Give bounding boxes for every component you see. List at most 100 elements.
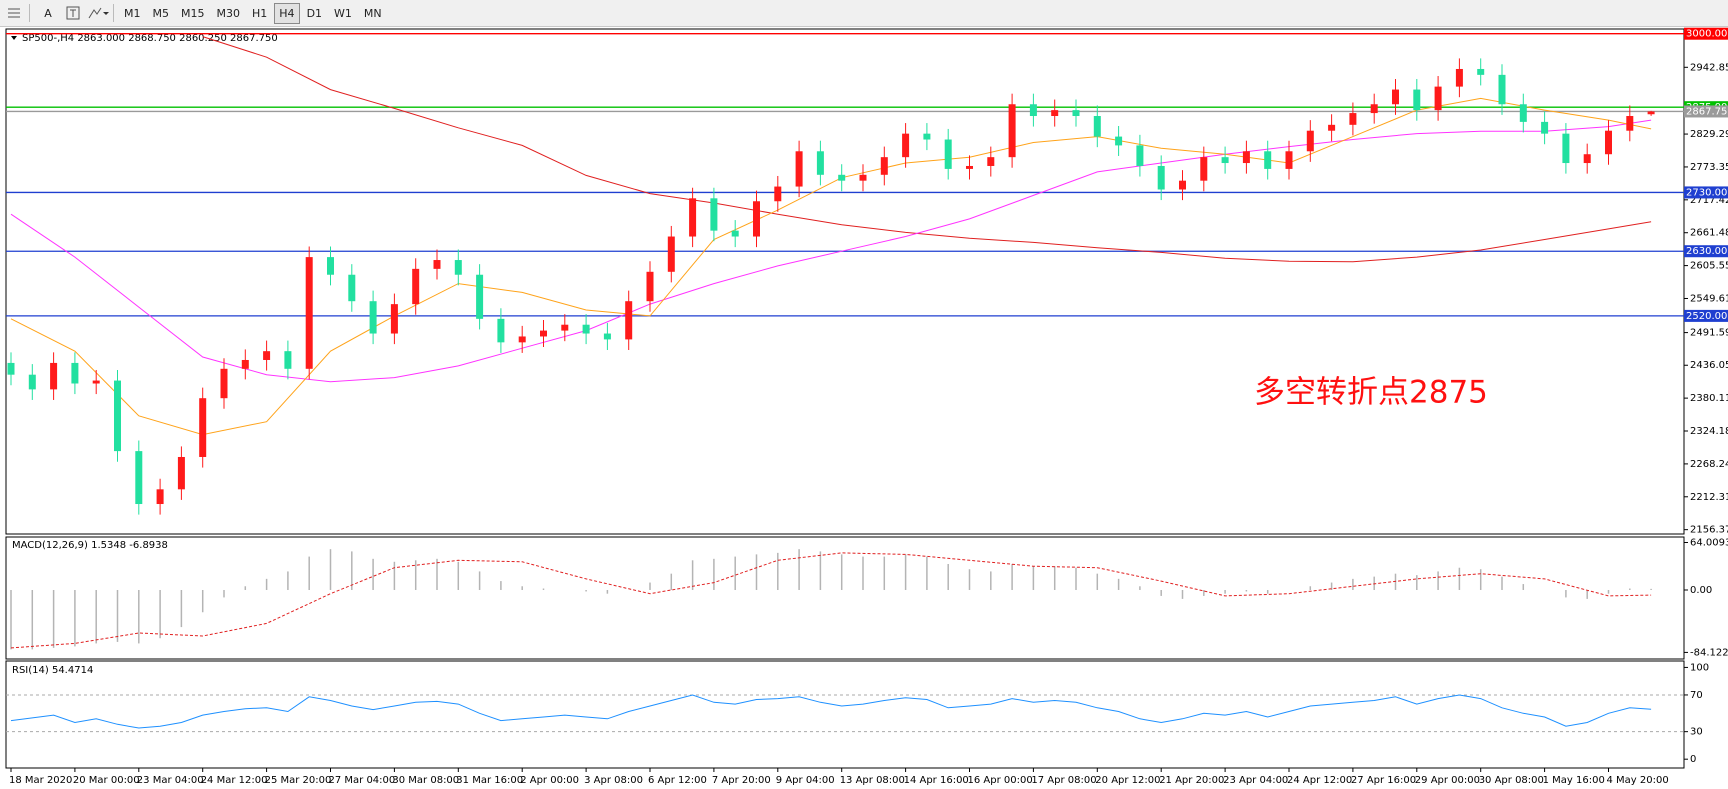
timeframe-button[interactable]: H1 xyxy=(252,6,268,20)
x-tick-label: 23 Mar 04:00 xyxy=(137,775,204,786)
candle-body xyxy=(1498,74,1506,105)
candle-body xyxy=(28,374,36,390)
x-tick-label: 13 Apr 08:00 xyxy=(840,775,905,786)
x-tick-label: 9 Apr 04:00 xyxy=(776,775,835,786)
candle-body xyxy=(390,304,398,334)
timeframe-button[interactable]: D1 xyxy=(306,6,323,20)
timeframes: M1 M5 M15 M30 H1 H4 D1 W1 MN xyxy=(118,2,388,24)
candle-body xyxy=(1221,157,1229,164)
candle-body xyxy=(220,368,228,399)
candle-body xyxy=(646,271,654,302)
candle-body xyxy=(1519,104,1527,122)
x-tick-label: 2 Apr 00:00 xyxy=(520,775,579,786)
x-tick-label: 16 Apr 00:00 xyxy=(968,775,1033,786)
x-tick-label: 4 May 20:00 xyxy=(1607,775,1669,786)
candle-body xyxy=(1392,89,1399,105)
candle-body xyxy=(987,157,995,166)
y-tick-label: 2324.180 xyxy=(1690,426,1728,437)
rsi-panel xyxy=(5,660,1685,769)
candle-body xyxy=(71,362,79,384)
candle-body xyxy=(603,333,611,340)
rsi-title: RSI(14) 54.4714 xyxy=(12,665,93,676)
y-tick-label: 2156.375 xyxy=(1690,525,1728,536)
candle-body xyxy=(114,380,121,452)
candle-body xyxy=(667,236,675,272)
candle-body xyxy=(1264,151,1272,169)
text-tool[interactable]: A xyxy=(44,6,52,20)
y-tick-label: 2549.615 xyxy=(1690,293,1728,304)
candle-body xyxy=(859,174,867,181)
candle-body xyxy=(156,489,164,505)
x-tick-label: 29 Apr 00:00 xyxy=(1415,775,1480,786)
candle-body xyxy=(1328,124,1336,131)
timeframe-button[interactable]: M30 xyxy=(216,6,241,20)
shapes-menu[interactable] xyxy=(87,3,109,23)
candle-body xyxy=(1242,151,1250,164)
level-label-bg xyxy=(1684,245,1728,258)
x-tick-label: 7 Apr 20:00 xyxy=(712,775,771,786)
toolbar: A M1 M5 M15 M30 H1 H4 D1 W1 MN xyxy=(0,0,1728,27)
label-tool[interactable] xyxy=(62,3,84,23)
timeframe-button[interactable]: M5 xyxy=(152,6,170,20)
candle-body xyxy=(135,451,143,505)
candle-body xyxy=(177,456,185,490)
candle-body xyxy=(1626,116,1634,131)
x-tick-label: 23 Apr 04:00 xyxy=(1223,775,1288,786)
x-tick-label: 24 Apr 12:00 xyxy=(1287,775,1352,786)
y-tick-label: 2829.290 xyxy=(1690,129,1728,140)
x-tick-label: 1 May 16:00 xyxy=(1543,775,1605,786)
candle-body xyxy=(1583,154,1591,164)
x-tick-label: 20 Mar 00:00 xyxy=(73,775,140,786)
level-label-bg xyxy=(1684,105,1728,118)
candle-body xyxy=(816,151,824,175)
collapse-arrow xyxy=(11,36,17,40)
level-label: 2867.750 xyxy=(1686,106,1728,117)
candle-body xyxy=(1455,68,1463,87)
candle-body xyxy=(518,336,526,343)
candle-body xyxy=(1157,165,1165,190)
main-panel xyxy=(5,28,1685,535)
candle-body xyxy=(966,165,973,169)
candle-body xyxy=(1647,111,1655,115)
candle-body xyxy=(263,351,271,360)
y-tick-label: 2380.115 xyxy=(1690,393,1728,404)
candle-body xyxy=(1306,130,1314,152)
x-tick-label: 31 Mar 16:00 xyxy=(456,775,523,786)
y-tick-label: 2212.310 xyxy=(1690,492,1728,503)
candle-body xyxy=(689,198,697,237)
level-label-bg xyxy=(1684,309,1728,322)
timeframe-button[interactable]: MN xyxy=(363,6,382,20)
rsi-line xyxy=(10,694,1652,729)
timeframe-button[interactable]: W1 xyxy=(334,6,352,20)
x-tick-label: 25 Mar 20:00 xyxy=(265,775,332,786)
crosshair-tool[interactable] xyxy=(3,3,25,23)
y-tick-label: 2436.050 xyxy=(1690,360,1728,371)
candle-body xyxy=(348,274,356,302)
candle-body xyxy=(795,151,803,187)
x-tick-label: 24 Mar 12:00 xyxy=(201,775,268,786)
candle-body xyxy=(710,198,718,231)
timeframe-button[interactable]: H4 xyxy=(274,2,300,24)
candle-body xyxy=(497,318,505,343)
annotation: 多空转折点2875 xyxy=(1254,375,1488,411)
candle-body xyxy=(838,174,846,181)
candle-body xyxy=(923,133,931,140)
candle-body xyxy=(944,139,952,169)
y-tick-label: -84.122 xyxy=(1690,647,1728,658)
x-tick-label: 27 Mar 04:00 xyxy=(329,775,396,786)
y-tick-label: 0 xyxy=(1690,754,1696,765)
candle-body xyxy=(1093,116,1101,137)
x-tick-label: 30 Apr 08:00 xyxy=(1479,775,1544,786)
candle-body xyxy=(774,186,782,202)
candle-body xyxy=(1051,110,1059,117)
candle-body xyxy=(540,330,547,337)
candle-body xyxy=(1370,104,1378,114)
timeframe-button[interactable]: M15 xyxy=(181,6,205,20)
candle-body xyxy=(327,257,334,275)
candle-body xyxy=(1541,121,1549,134)
timeframe-button[interactable]: M1 xyxy=(124,6,141,20)
candle-body xyxy=(1434,86,1442,111)
candle-body xyxy=(1136,145,1144,166)
candle-body xyxy=(433,260,441,269)
y-tick-label: 2605.555 xyxy=(1690,261,1728,272)
